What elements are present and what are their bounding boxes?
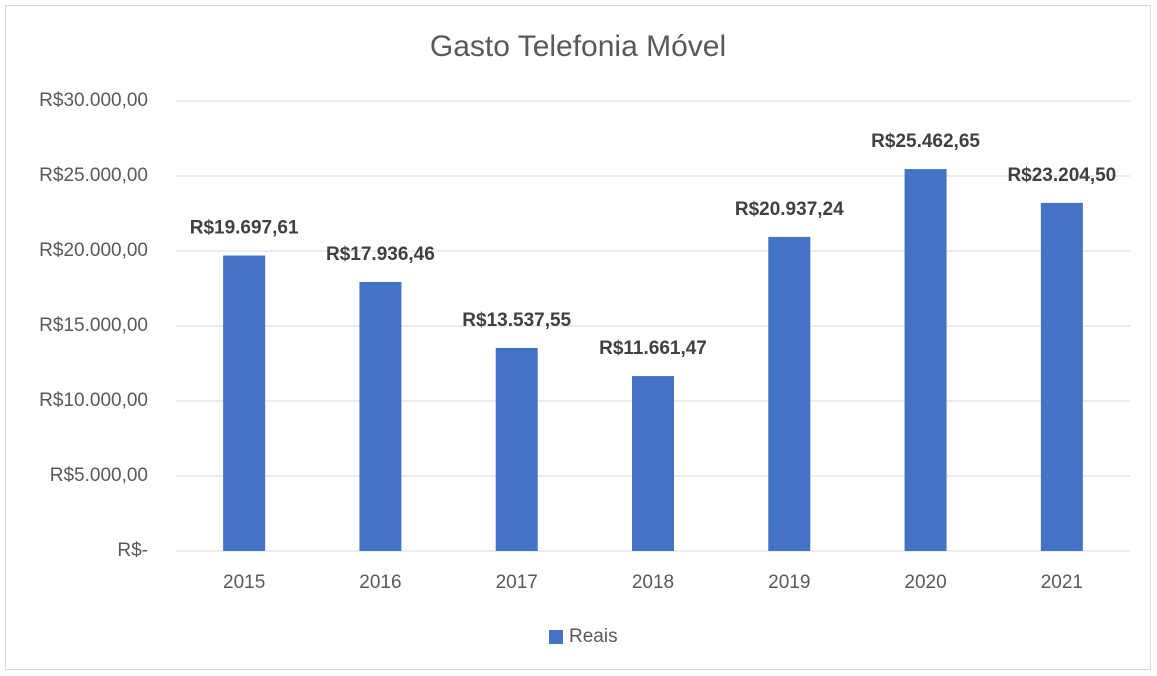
data-label: R$17.936,46: [326, 244, 435, 265]
y-tick-label: R$10.000,00: [39, 390, 148, 411]
y-tick-label: R$15.000,00: [39, 315, 148, 336]
x-tick-label: 2018: [632, 572, 674, 593]
legend-label: Reais: [569, 626, 618, 647]
bar: [359, 281, 402, 551]
data-label: R$25.462,65: [871, 131, 980, 152]
x-tick-label: 2015: [223, 572, 265, 593]
bar: [223, 255, 266, 552]
data-label: R$13.537,55: [462, 310, 571, 331]
x-tick-label: 2021: [1041, 572, 1083, 593]
y-tick-label: R$25.000,00: [39, 165, 148, 186]
bar: [768, 236, 811, 551]
chart-frame: [5, 5, 1151, 670]
bar: [904, 169, 947, 552]
x-tick-label: 2017: [496, 572, 538, 593]
x-tick-label: 2019: [768, 572, 810, 593]
y-tick-label: R$30.000,00: [39, 90, 148, 111]
data-label: R$11.661,47: [599, 338, 707, 359]
x-tick-label: 2020: [904, 572, 946, 593]
bar: [1040, 202, 1083, 551]
y-tick-label: R$20.000,00: [39, 240, 148, 261]
y-tick-label: R$5.000,00: [50, 465, 148, 486]
data-label: R$20.937,24: [735, 199, 844, 220]
y-tick-label: R$-: [117, 540, 148, 561]
bar: [495, 347, 538, 551]
bar: [632, 376, 674, 551]
x-tick-label: 2016: [359, 572, 401, 593]
data-label: R$23.204,50: [1007, 165, 1116, 186]
chart-title: Gasto Telefonia Móvel: [430, 30, 726, 63]
data-label: R$19.697,61: [190, 218, 299, 239]
legend-swatch: [549, 630, 563, 644]
